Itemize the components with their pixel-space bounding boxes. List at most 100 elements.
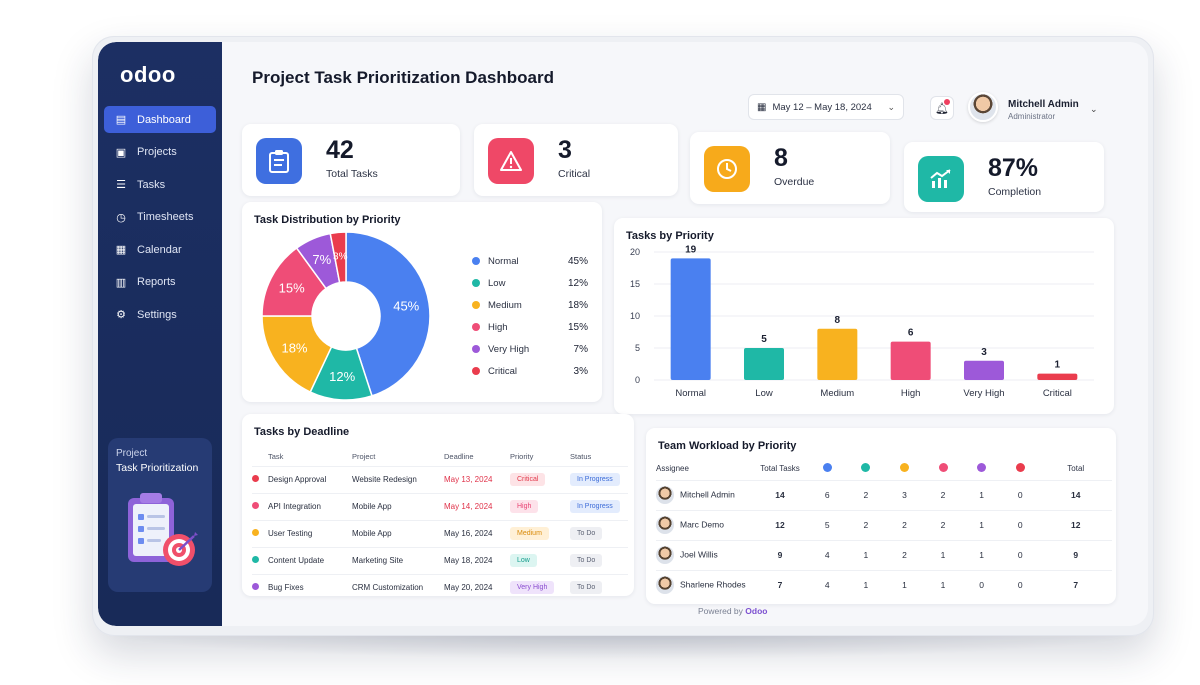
user-name[interactable]: Mitchell Admin <box>1008 99 1079 110</box>
priority-count: 0 <box>962 569 1001 600</box>
powered-brand[interactable]: Odoo <box>745 606 768 616</box>
priority-count: 6 <box>808 479 847 510</box>
sidebar-item-label: Settings <box>137 308 177 321</box>
legend-label: Normal <box>488 255 519 267</box>
table-row[interactable]: Design Approval Website Redesign May 13, 2… <box>252 465 628 493</box>
priority-count: 2 <box>923 509 963 540</box>
pie-slice-label: 18% <box>281 341 307 356</box>
total-tasks-value: 14 <box>752 479 808 510</box>
table-row[interactable]: Mitchell Admin 14 6 2 3 2 1 0 14 <box>656 479 1112 510</box>
kpi-card-overdue: 8 Overdue <box>690 132 890 204</box>
priority-bar-chart: 0 5 10 15 20 19 Normal 5 Low 8 Medium 6 High 3 Very Hi… <box>630 244 1094 399</box>
bar-medium[interactable] <box>817 328 858 380</box>
table-row[interactable]: Bug Fixes CRM Customization May 20, 2024 Ve… <box>252 573 628 601</box>
clipboard-target-icon <box>128 493 198 566</box>
x-tick-label: Normal <box>675 388 706 399</box>
deadline-date: May 13, 2024 <box>444 465 510 493</box>
priority-count: 1 <box>846 539 886 570</box>
col-assignee: Assignee <box>656 464 689 474</box>
priority-badge: Low <box>510 554 537 567</box>
legend-item: Low 12% <box>472 272 588 294</box>
priority-count: 1 <box>962 539 1001 570</box>
kpi-card-critical: 3 Critical <box>474 124 678 196</box>
table-row[interactable]: Joel Willis 9 4 1 2 1 1 0 9 <box>656 539 1112 570</box>
legend-item: Medium 18% <box>472 294 588 316</box>
calendar-icon: ▦ <box>115 244 127 256</box>
kpi-label: Total Tasks <box>326 168 378 180</box>
bar-normal[interactable] <box>670 258 711 380</box>
x-tick-label: Medium <box>820 388 854 399</box>
y-tick-label: 5 <box>635 343 640 353</box>
pie-slice-label: 12% <box>329 369 355 384</box>
sidebar-item-label: Calendar <box>137 243 182 256</box>
table-row[interactable]: Marc Demo 12 5 2 2 2 1 0 12 <box>656 509 1112 540</box>
sidebar-item-label: Projects <box>137 146 177 158</box>
sidebar-item-tasks[interactable]: ☰ Tasks <box>104 171 216 198</box>
priority-count: 1 <box>962 479 1001 510</box>
legend-value: 15% <box>567 321 588 333</box>
pie-slice-medium[interactable] <box>262 315 333 394</box>
project-name: Mobile App <box>352 492 444 520</box>
powered-prefix: Powered by <box>698 606 743 616</box>
legend-swatch <box>472 301 480 309</box>
status-badge: In Progress <box>570 500 620 513</box>
assignee-name: Joel Willis <box>680 549 718 560</box>
bar-low[interactable] <box>744 348 784 380</box>
workload-table: Assignee Total Tasks Total Mitchell Admi… <box>656 458 1112 600</box>
user-menu-chevron-icon[interactable]: ⌄ <box>1090 104 1098 114</box>
x-tick-label: Very High <box>963 388 1004 399</box>
tasks-icon: ☰ <box>116 179 126 191</box>
sidebar-item-settings[interactable]: ⚙ Settings <box>104 301 216 328</box>
sidebar-item-calendar[interactable]: ▦ Calendar <box>104 236 216 263</box>
table-row[interactable]: API Integration Mobile App May 14, 2024 Hig… <box>252 492 628 520</box>
kpi-value: 8 <box>774 144 788 172</box>
legend-value: 3% <box>573 365 588 377</box>
sidebar-item-timesheets[interactable]: ◷ Timesheets <box>104 204 216 231</box>
deadline-date: May 14, 2024 <box>444 492 510 520</box>
notification-button[interactable]: 🔔︎ <box>930 96 954 120</box>
legend-item: High 15% <box>472 316 588 338</box>
priority-count: 1 <box>885 569 924 600</box>
warning-icon <box>488 138 534 184</box>
powered-by: Powered by Odoo <box>698 606 767 616</box>
project-name: Mobile App <box>352 519 444 547</box>
table-row[interactable]: Sharlene Rhodes 7 4 1 1 1 0 0 7 <box>656 569 1112 600</box>
sidebar-nav: ▤ Dashboard ▣ Projects ☰ Tasks ◷ Timesheets ▦ Cal… <box>104 106 216 334</box>
col-deadline: Deadline <box>444 452 474 462</box>
pie-slice-normal[interactable] <box>345 232 431 397</box>
pie-slice-critical[interactable] <box>329 232 347 284</box>
priority-badge: High <box>510 500 539 513</box>
task-name: API Integration <box>268 492 352 520</box>
table-row[interactable]: Content Update Marketing Site May 18, 2024… <box>252 546 628 574</box>
sidebar-item-reports[interactable]: ▥ Reports <box>104 269 216 296</box>
legend-value: 12% <box>567 277 588 289</box>
kpi-value: 87% <box>988 154 1039 182</box>
legend-swatch <box>472 367 480 375</box>
col-total: Total <box>1067 464 1085 474</box>
pie-slice-label: 3% <box>333 251 348 262</box>
legend-value: 18% <box>567 299 588 311</box>
pie-slice-label: 15% <box>279 280 305 295</box>
date-range-picker[interactable]: ▦ May 12 – May 18, 2024 ⌄ <box>748 94 904 120</box>
avatar <box>656 546 674 564</box>
bar-high[interactable] <box>890 341 931 380</box>
sidebar-item-dashboard[interactable]: ▤ Dashboard <box>104 106 216 133</box>
priority-dot-very-high <box>977 463 987 473</box>
task-name: Content Update <box>268 546 352 574</box>
priority-count: 4 <box>808 569 847 600</box>
total-tasks-value: 12 <box>752 509 808 540</box>
table-row[interactable]: User Testing Mobile App May 16, 2024 Medium… <box>252 519 628 547</box>
sidebar-item-projects[interactable]: ▣ Projects <box>104 139 216 166</box>
total-tasks-value: 7 <box>752 569 808 600</box>
odoo-logo[interactable]: odoo <box>120 62 176 87</box>
tasks-by-deadline-card: Tasks by Deadline Task Project Deadline … <box>242 414 634 601</box>
deadline-date: May 20, 2024 <box>444 573 510 601</box>
bar-value-label: 6 <box>908 328 914 339</box>
bar-critical[interactable] <box>1037 373 1078 380</box>
user-avatar[interactable] <box>968 92 998 122</box>
priority-count: 3 <box>885 479 924 510</box>
legend-item: Critical 3% <box>472 360 588 382</box>
bar-very-high[interactable] <box>964 360 1004 380</box>
avatar <box>656 516 674 534</box>
y-tick-label: 20 <box>630 247 640 257</box>
